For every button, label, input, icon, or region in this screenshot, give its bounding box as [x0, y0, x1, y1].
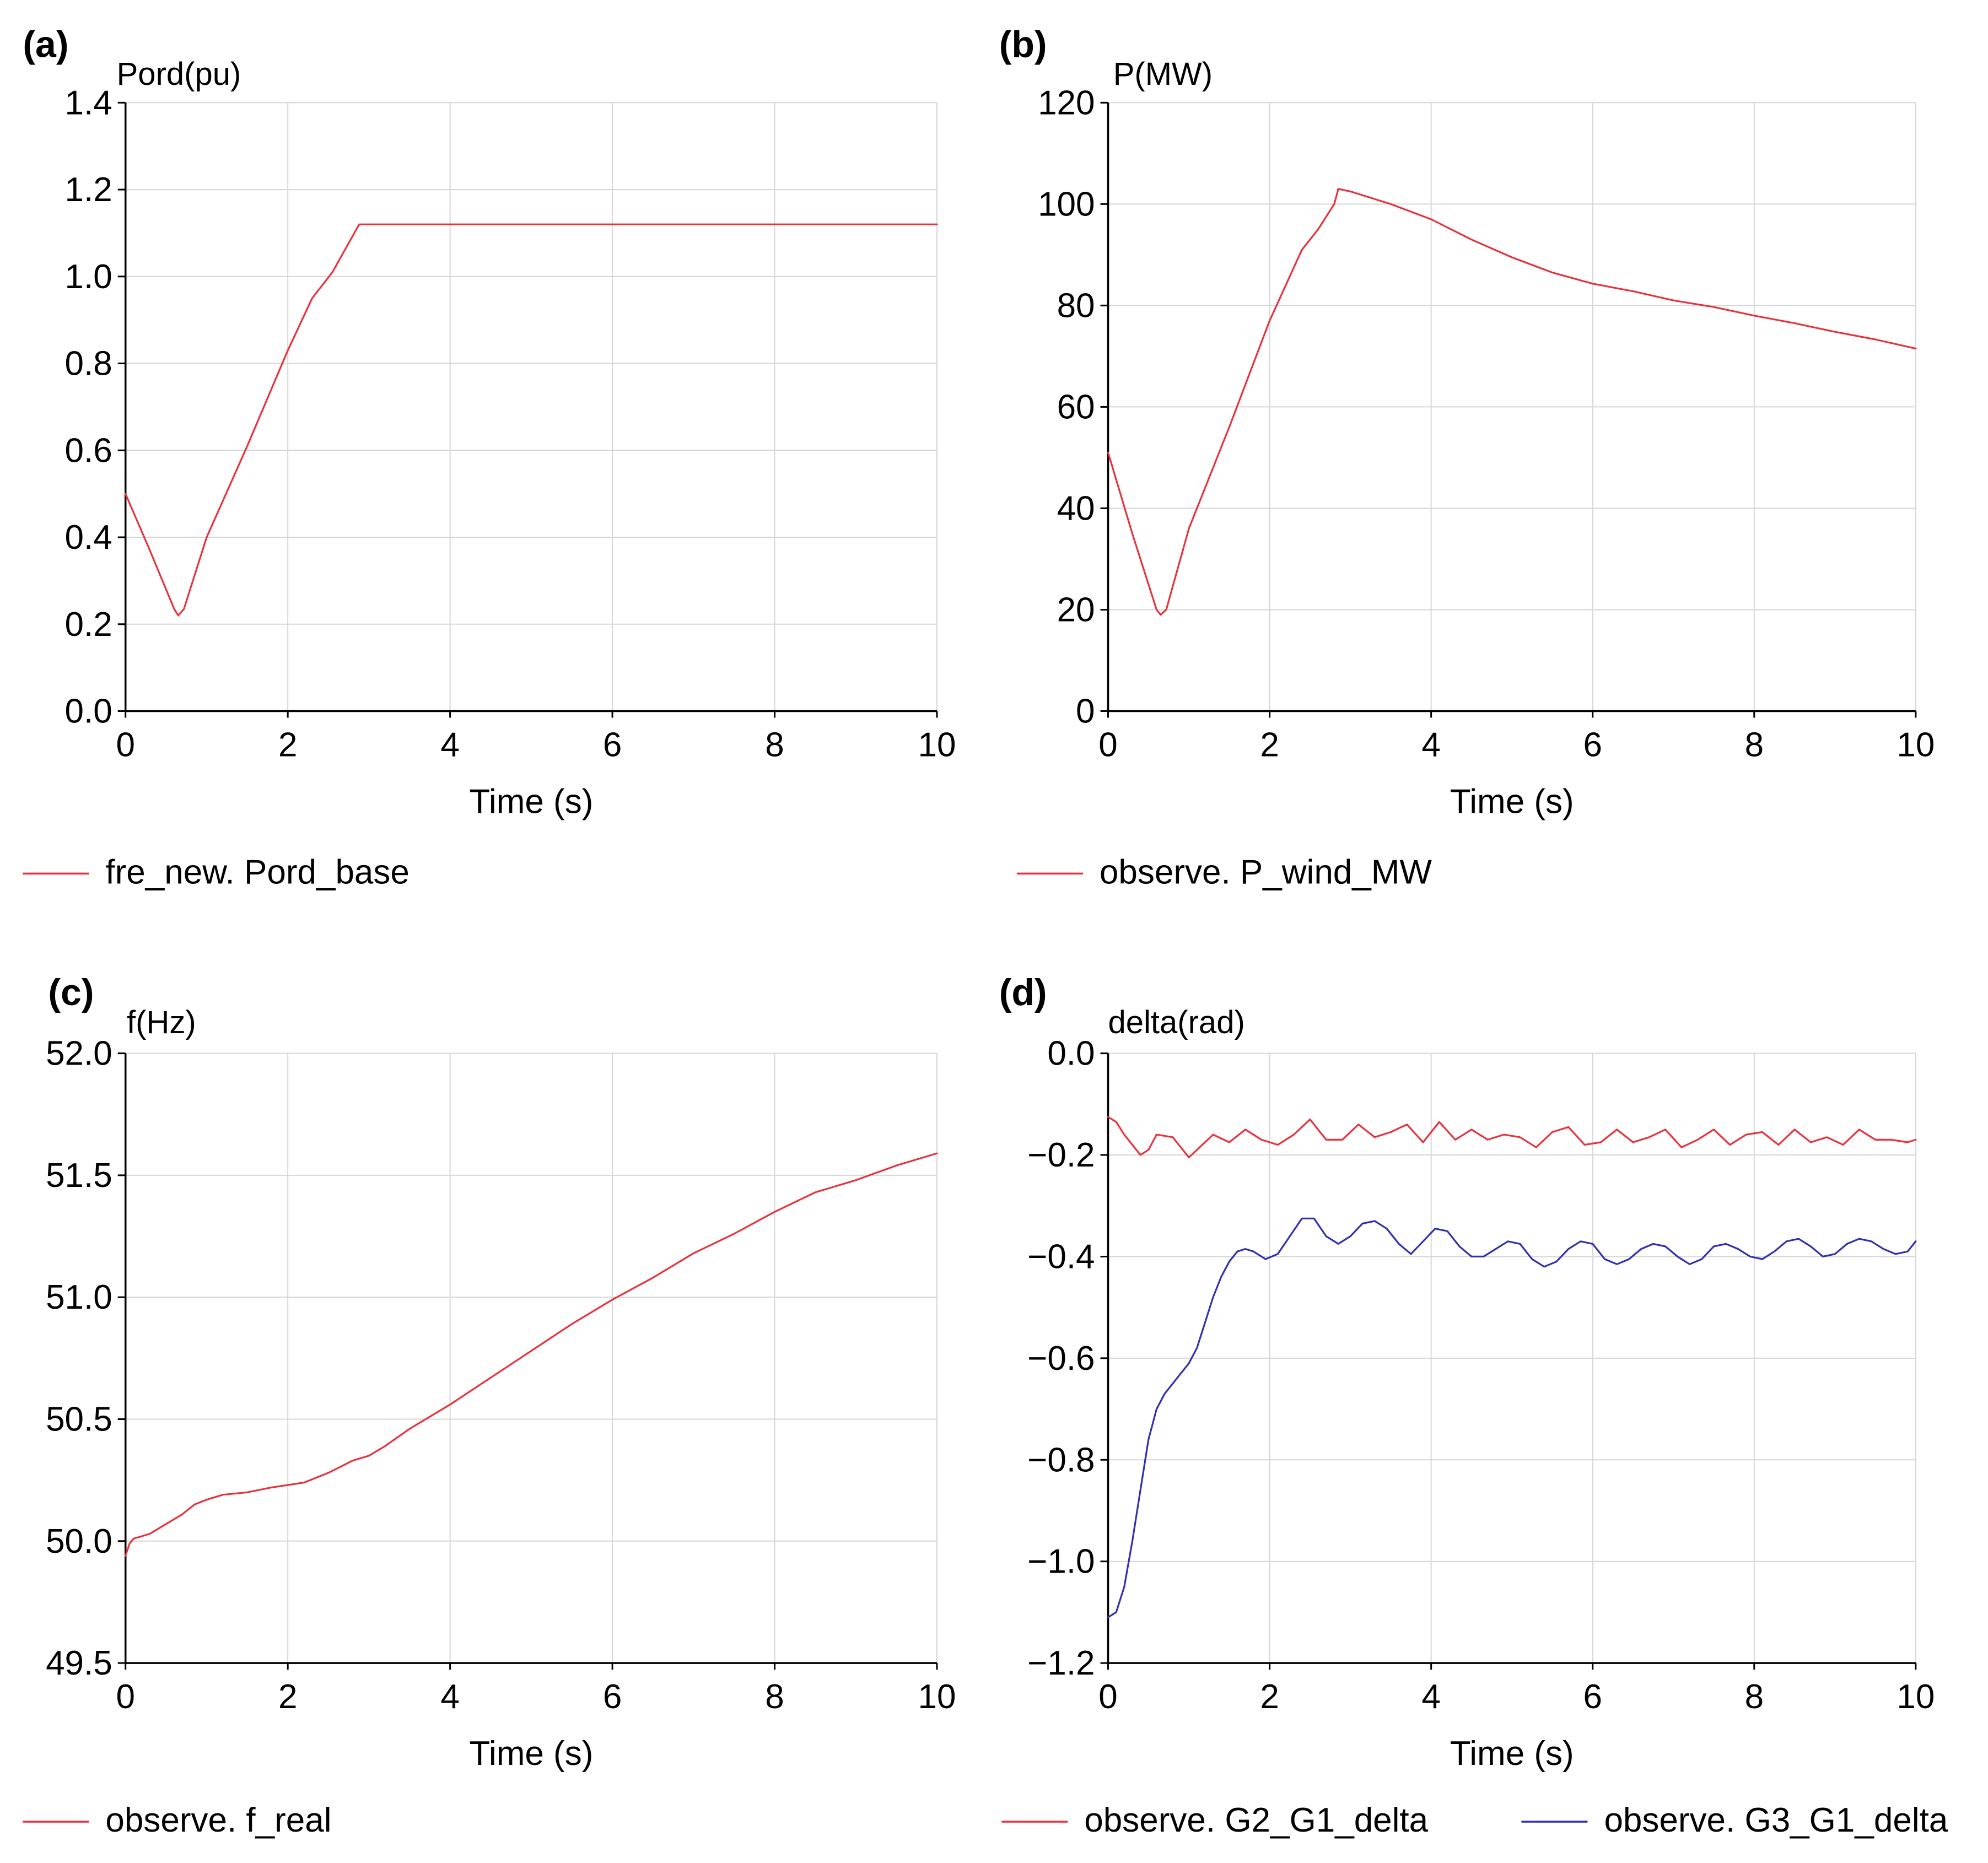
- y-tick-label: 51.5: [46, 1157, 112, 1195]
- y-tick-label: 20: [1057, 591, 1095, 629]
- legend-label: observe. P_wind_MW: [1100, 853, 1432, 891]
- x-tick-label: 0: [1098, 726, 1117, 764]
- panel-label: (b): [999, 24, 1047, 66]
- legend-label: fre_new. Pord_base: [105, 853, 410, 891]
- y-axis-label: delta(rad): [1108, 1005, 1245, 1040]
- x-tick-label: 6: [1583, 1678, 1602, 1716]
- x-tick-label: 4: [1421, 726, 1440, 764]
- y-tick-label: 40: [1057, 489, 1095, 527]
- y-tick-label: −0.4: [1027, 1238, 1095, 1276]
- y-tick-label: 51.0: [46, 1278, 112, 1316]
- chart-panel-3: 0 2 4 6 8 10 49.5 50.0 50.5 51.0 51.5 52.0 (c) f(Hz) T…: [23, 971, 956, 1839]
- x-tick-label: 0: [1098, 1678, 1117, 1716]
- x-axis-label: Time (s): [469, 1735, 593, 1773]
- y-tick-label: 0.0: [65, 693, 112, 731]
- y-tick-label: −1.2: [1027, 1644, 1095, 1682]
- x-tick-label: 0: [116, 726, 134, 764]
- chart-panel-1: 0 2 4 6 8 10 0.0 0.2 0.4 0.6 0.8 1.0 1.2 1.4 (a) Pord(p…: [23, 24, 956, 891]
- y-tick-label: 49.5: [46, 1644, 112, 1682]
- x-tick-label: 4: [440, 1678, 459, 1716]
- x-tick-label: 8: [765, 1678, 784, 1716]
- y-tick-label: 50.0: [46, 1522, 112, 1560]
- y-tick-label: 0.6: [65, 431, 112, 469]
- x-tick-label: 10: [918, 726, 956, 764]
- y-tick-label: 50.5: [46, 1401, 112, 1439]
- y-axis-label: P(MW): [1113, 56, 1213, 92]
- y-tick-label: 0.8: [65, 345, 112, 383]
- x-tick-label: 6: [603, 1678, 622, 1716]
- y-tick-label: 60: [1057, 388, 1095, 426]
- x-axis-label: Time (s): [1450, 1735, 1574, 1773]
- x-tick-label: 4: [1421, 1678, 1440, 1716]
- x-tick-label: 2: [1260, 1678, 1279, 1716]
- x-tick-label: 6: [1583, 726, 1602, 764]
- y-tick-label: 52.0: [46, 1035, 112, 1073]
- panel-label: (c): [48, 971, 94, 1013]
- x-tick-label: 10: [1897, 1678, 1935, 1716]
- series-line-1: [125, 223, 938, 617]
- series-line-1: [1107, 1116, 1917, 1159]
- y-tick-label: 0.0: [1047, 1035, 1095, 1073]
- y-axis-label: Pord(pu): [117, 56, 241, 92]
- y-axis-label: f(Hz): [127, 1005, 196, 1040]
- y-tick-label: 0: [1076, 693, 1095, 731]
- x-tick-label: 8: [1745, 1678, 1764, 1716]
- x-axis-label: Time (s): [469, 783, 593, 821]
- y-tick-label: 1.4: [65, 84, 112, 122]
- x-tick-label: 0: [116, 1678, 134, 1716]
- x-tick-label: 10: [918, 1678, 956, 1716]
- y-tick-label: −0.8: [1027, 1441, 1095, 1479]
- x-tick-label: 2: [278, 726, 297, 764]
- x-tick-label: 2: [278, 1678, 297, 1716]
- series-line-2: [1107, 1217, 1917, 1618]
- legend-label: observe. G3_G1_delta: [1604, 1801, 1948, 1839]
- y-tick-label: 120: [1038, 84, 1095, 122]
- y-tick-label: 0.2: [65, 606, 112, 644]
- x-axis-label: Time (s): [1450, 783, 1574, 821]
- x-tick-label: 8: [1745, 726, 1764, 764]
- legend-label: observe. f_real: [105, 1801, 331, 1839]
- x-tick-label: 8: [765, 726, 784, 764]
- x-tick-label: 4: [440, 726, 459, 764]
- x-tick-label: 2: [1260, 726, 1279, 764]
- y-tick-label: 1.0: [65, 258, 112, 296]
- y-tick-label: 1.2: [65, 171, 112, 209]
- panel-label: (a): [23, 24, 68, 66]
- x-tick-label: 6: [603, 726, 622, 764]
- y-tick-label: −0.2: [1027, 1136, 1095, 1174]
- legend-label: observe. G2_G1_delta: [1084, 1801, 1428, 1839]
- panel-label: (d): [999, 971, 1047, 1013]
- y-tick-label: −1.0: [1027, 1543, 1095, 1581]
- y-tick-label: 100: [1038, 185, 1095, 223]
- series-line-1: [1107, 188, 1917, 616]
- series-line-1: [125, 1152, 938, 1557]
- y-tick-label: 80: [1057, 287, 1095, 325]
- y-tick-label: 0.4: [65, 519, 112, 557]
- chart-panel-4: 0 2 4 6 8 10 −1.2 −1.0 −0.8 −0.6 −0.4 −0.2 0.0(d) del…: [999, 971, 1948, 1839]
- x-tick-label: 10: [1897, 726, 1935, 764]
- y-tick-label: −0.6: [1027, 1340, 1095, 1378]
